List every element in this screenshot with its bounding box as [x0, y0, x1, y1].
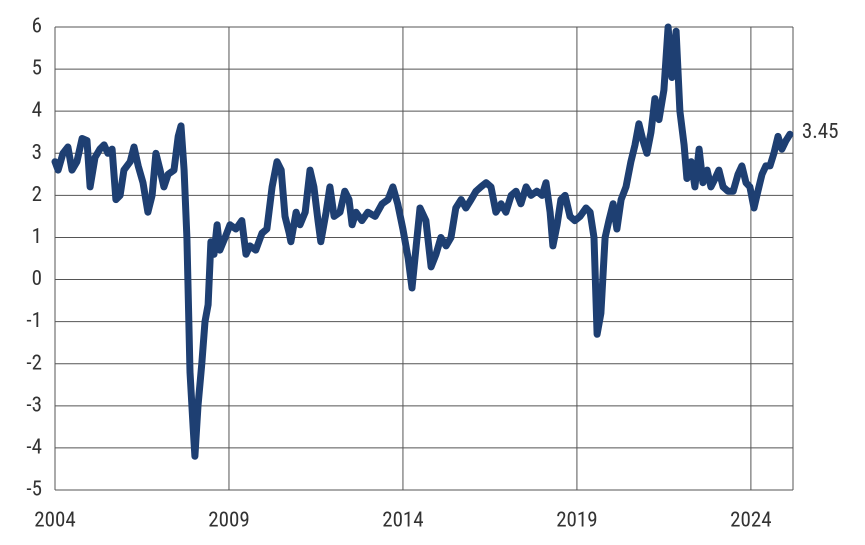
x-tick-label: 2024	[730, 509, 771, 533]
x-tick-label: 2004	[34, 509, 75, 533]
y-tick-label: -2	[26, 351, 42, 375]
y-tick-label: 0	[32, 267, 42, 291]
y-tick-label: 6	[32, 15, 42, 39]
y-tick-label: 3	[32, 141, 42, 165]
x-tick-label: 2019	[556, 509, 597, 533]
x-tick-label: 2009	[208, 509, 249, 533]
end-value-label: 3.45	[802, 120, 839, 144]
data-line	[51, 23, 794, 460]
x-tick-label: 2014	[382, 509, 423, 533]
y-tick-label: 4	[32, 99, 42, 123]
y-tick-label: 1	[32, 225, 42, 249]
y-tick-label: 2	[32, 183, 42, 207]
y-tick-label: 5	[32, 57, 42, 81]
y-tick-label: -1	[26, 309, 42, 333]
y-tick-label: -5	[26, 478, 42, 502]
y-tick-label: -4	[26, 435, 42, 459]
y-tick-label: -3	[26, 393, 42, 417]
